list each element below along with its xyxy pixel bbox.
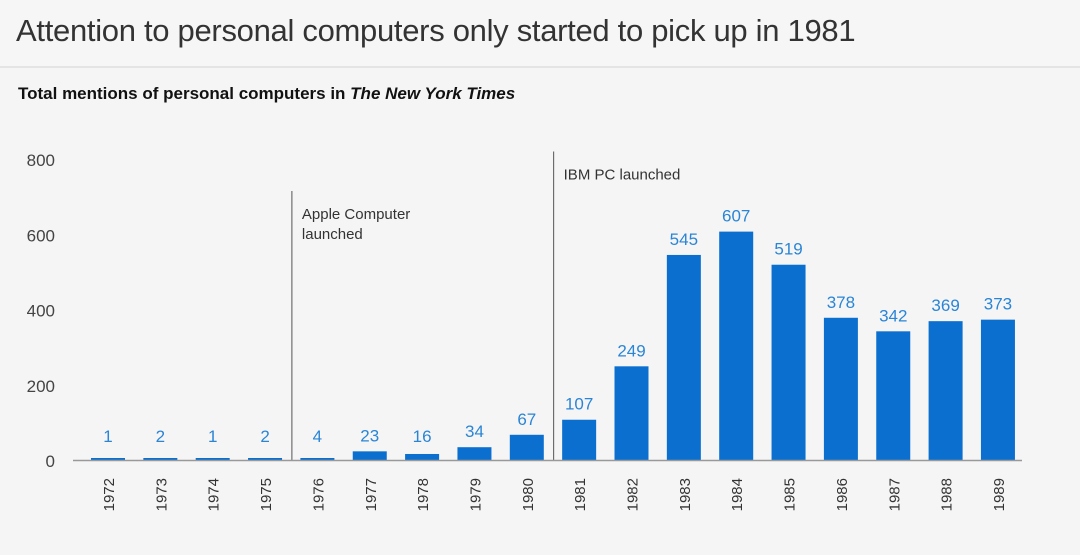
x-tick-label: 1983: [677, 478, 694, 511]
value-label: 16: [413, 427, 432, 446]
annotation-label: IBM PC launched: [564, 166, 681, 183]
bar: [457, 447, 492, 460]
bar: [248, 458, 283, 460]
bar: [195, 458, 230, 460]
value-label: 1: [208, 427, 217, 446]
y-tick-label: 0: [46, 452, 55, 471]
annotation-label: Apple Computer: [302, 206, 410, 223]
bar: [719, 231, 754, 460]
value-label: 519: [774, 240, 802, 259]
y-tick-label: 400: [27, 302, 55, 321]
x-tick-label: 1973: [153, 478, 170, 511]
y-tick-label: 600: [27, 226, 55, 245]
header: Attention to personal computers only sta…: [0, 0, 1080, 68]
x-tick-label: 1974: [206, 478, 223, 511]
bar: [823, 317, 858, 460]
x-tick-label: 1978: [415, 478, 432, 511]
x-tick-label: 1982: [625, 478, 642, 511]
value-label: 107: [565, 395, 593, 414]
value-label: 2: [260, 427, 269, 446]
subtitle-italic: The New York Times: [350, 84, 516, 103]
value-label: 369: [931, 296, 959, 315]
x-tick-label: 1984: [729, 478, 746, 511]
x-tick-label: 1987: [886, 478, 903, 511]
bar: [352, 451, 387, 460]
value-label: 23: [360, 426, 379, 445]
value-label: 545: [670, 230, 698, 249]
value-label: 249: [617, 341, 645, 360]
chart-subtitle: Total mentions of personal computers in …: [18, 84, 515, 104]
bar: [666, 254, 701, 460]
value-label: 4: [313, 427, 322, 446]
y-tick-label: 800: [27, 151, 55, 170]
x-tick-label: 1989: [991, 478, 1008, 511]
x-tick-label: 1979: [467, 478, 484, 511]
bar: [509, 434, 544, 460]
bar: [562, 419, 597, 460]
bar: [405, 453, 440, 460]
x-tick-label: 1981: [572, 478, 589, 511]
bar: [876, 331, 911, 460]
bar: [928, 321, 963, 460]
x-tick-label: 1976: [310, 478, 327, 511]
x-tick-label: 1988: [939, 478, 956, 511]
x-tick-label: 1972: [101, 478, 118, 511]
value-label: 67: [517, 410, 536, 429]
bar: [143, 458, 178, 460]
page-title: Attention to personal computers only sta…: [16, 13, 856, 48]
value-label: 342: [879, 306, 907, 325]
bar: [614, 366, 649, 460]
x-tick-label: 1986: [834, 478, 851, 511]
bar: [980, 319, 1015, 460]
value-label: 378: [827, 293, 855, 312]
value-label: 1: [103, 427, 112, 446]
bar: [300, 458, 335, 460]
x-tick-label: 1985: [782, 478, 799, 511]
value-label: 607: [722, 207, 750, 226]
x-tick-label: 1977: [363, 478, 380, 511]
subtitle-text: Total mentions of personal computers in: [18, 84, 351, 103]
y-tick-label: 200: [27, 377, 55, 396]
x-tick-label: 1975: [258, 478, 275, 511]
bar: [91, 458, 125, 460]
value-label: 34: [465, 422, 484, 441]
value-label: 373: [984, 295, 1012, 314]
value-label: 2: [156, 427, 165, 446]
annotation-label: launched: [302, 226, 363, 243]
x-tick-label: 1980: [520, 478, 537, 511]
bar: [771, 264, 806, 460]
